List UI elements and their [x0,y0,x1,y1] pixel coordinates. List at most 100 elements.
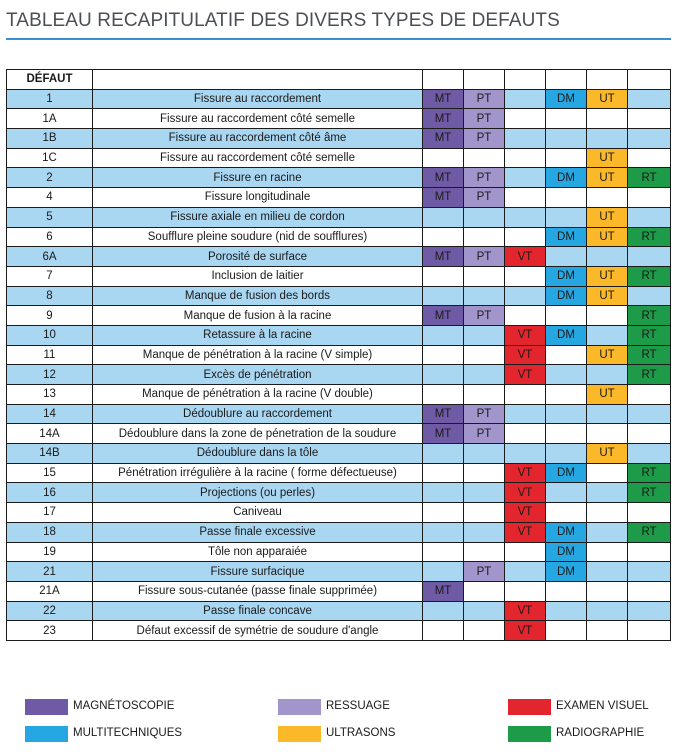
defect-code-cell: 18 [6,521,93,543]
defect-code-cell: 6A [6,246,93,267]
defect-label-cell: Excès de pénétration [92,364,423,385]
defects-table: DÉFAUT 1 Fissure au raccordement MT PT DM UT 1… [6,69,671,641]
method-cell-dm [545,443,587,464]
table-row: 1C Fissure au raccordement côté semelle UT [6,147,671,169]
method-cell-ut [586,620,628,641]
method-cell-mt [422,344,464,366]
method-cell-vt [504,541,546,563]
table-row: 13 Manque de pénétration à la racine (V d… [6,384,671,405]
method-cell-mt [422,502,464,523]
method-cell-ut [586,128,628,149]
table-row: 14 Dédoublure au raccordement MT PT [6,403,671,425]
method-cell-ut [586,324,628,346]
defect-label-cell: Pénétration irrégulière à la racine ( fo… [92,462,423,484]
method-cell-ut: UT [586,265,628,287]
defect-code-cell: 9 [6,305,93,326]
defect-label-cell: Caniveau [92,502,423,523]
method-cell-mt [422,324,464,346]
method-cell-dm [545,600,587,622]
method-cell-dm [545,620,587,641]
defect-code-cell: 14 [6,403,93,425]
method-cell-pt [463,324,505,346]
table-row: 12 Excès de pénétration VT RT [6,364,671,385]
method-cell-pt [463,384,505,405]
legend-swatch-rt [508,726,551,742]
method-cell-dm: DM [545,521,587,543]
method-cell-pt [463,541,505,563]
method-cell-ut [586,462,628,484]
method-cell-rt: RT [627,364,671,385]
defect-label-cell: Fissure au raccordement côté semelle [92,108,423,130]
table-row: 17 Caniveau VT [6,502,671,523]
method-cell-pt [463,265,505,287]
method-cell-ut [586,305,628,326]
method-cell-rt [627,423,671,445]
method-cell-vt [504,561,546,582]
defect-code-cell: 19 [6,541,93,563]
header-method-dm [545,69,587,90]
method-cell-dm [545,128,587,149]
method-cell-mt [422,541,464,563]
method-cell-pt [463,580,505,602]
method-cell-vt: VT [504,620,546,641]
table-row: 18 Passe finale excessive VT DM RT [6,521,671,543]
method-cell-mt: MT [422,403,464,425]
method-cell-vt: VT [504,521,546,543]
method-cell-ut [586,403,628,425]
method-cell-pt: PT [463,403,505,425]
defect-code-cell: 6 [6,226,93,248]
method-cell-dm [545,502,587,523]
defect-label-cell: Fissure longitudinale [92,187,423,208]
defect-code-cell: 10 [6,324,93,346]
method-cell-rt [627,147,671,169]
method-cell-pt [463,521,505,543]
method-cell-pt: PT [463,88,505,110]
defect-code-cell: 15 [6,462,93,484]
method-cell-dm [545,305,587,326]
method-cell-rt: RT [627,305,671,326]
table-row: 14A Dédoublure dans la zone de pénetratio… [6,423,671,445]
method-cell-pt: PT [463,423,505,445]
table-row: 15 Pénétration irrégulière à la racine ( … [6,462,671,484]
method-cell-ut: UT [586,285,628,307]
method-cell-rt: RT [627,482,671,504]
method-cell-mt [422,521,464,543]
defect-label-cell: Manque de fusion des bords [92,285,423,307]
header-method-rt [627,69,671,90]
method-cell-mt: MT [422,128,464,149]
method-cell-pt [463,600,505,622]
method-cell-vt [504,108,546,130]
method-cell-mt [422,443,464,464]
method-cell-mt [422,600,464,622]
method-cell-rt: RT [627,521,671,543]
defect-label-cell: Manque de pénétration à la racine (V dou… [92,384,423,405]
defect-code-cell: 16 [6,482,93,504]
method-cell-ut [586,541,628,563]
table-row: 5 Fissure axiale en milieu de cordon UT [6,206,671,228]
method-cell-rt: RT [627,344,671,366]
method-cell-rt [627,88,671,110]
table-row: 6A Porosité de surface MT PT VT [6,246,671,267]
method-cell-pt [463,364,505,385]
table-row: 1 Fissure au raccordement MT PT DM UT [6,88,671,110]
header-method-mt [422,69,464,90]
method-cell-rt [627,128,671,149]
table-body: 1 Fissure au raccordement MT PT DM UT 1A Fissur… [6,88,671,641]
method-cell-dm [545,384,587,405]
defect-code-cell: 23 [6,620,93,641]
method-cell-dm [545,364,587,385]
defect-code-cell: 11 [6,344,93,366]
method-cell-ut [586,423,628,445]
method-cell-pt: PT [463,167,505,189]
method-cell-vt: VT [504,344,546,366]
method-cell-mt [422,561,464,582]
method-cell-dm [545,147,587,169]
method-cell-vt [504,423,546,445]
defect-label-cell: Passe finale concave [92,600,423,622]
method-cell-dm: DM [545,541,587,563]
header-method-ut [586,69,628,90]
method-cell-rt [627,600,671,622]
defect-code-cell: 21A [6,580,93,602]
method-cell-pt [463,502,505,523]
method-cell-pt: PT [463,246,505,267]
